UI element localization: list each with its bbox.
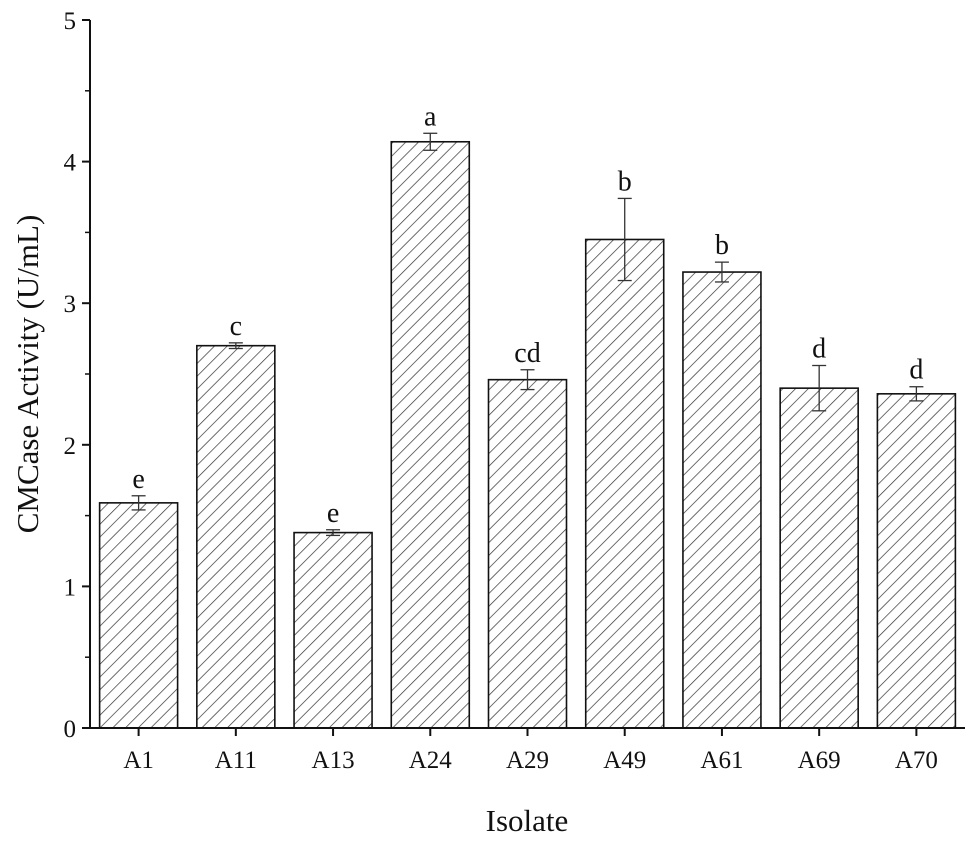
x-tick-label-a29: A29 (506, 747, 549, 774)
error-bar-a13 (326, 529, 341, 537)
error-bar-a70 (909, 386, 924, 402)
bar-a49 (584, 238, 665, 729)
x-tick-label-a69: A69 (798, 747, 841, 774)
x-tick-label-a13: A13 (312, 747, 355, 774)
bar-a70 (876, 393, 957, 729)
bars-layer (98, 140, 957, 729)
error-bars-layer (131, 132, 924, 537)
y-ticks: 0 1 2 3 4 5 (64, 8, 90, 743)
bar-a1 (98, 502, 179, 729)
error-bar-a61 (714, 261, 729, 283)
bar-a29 (487, 378, 568, 729)
x-tick-label-a70: A70 (895, 747, 938, 774)
significance-letter-a11: c (230, 311, 242, 342)
bar-a13 (293, 531, 373, 729)
y-tick-label: 2 (64, 433, 77, 460)
significance-letter-a61: b (715, 230, 729, 261)
error-bar-a1 (131, 495, 146, 511)
error-bar-a49 (617, 197, 632, 282)
error-bar-a24 (423, 132, 438, 151)
y-tick-label: 5 (64, 8, 77, 35)
x-tick-label-a49: A49 (603, 747, 646, 774)
significance-letters-layer: e c e a cd b b d d (132, 101, 923, 528)
x-ticks: A1 A11 A13 A24 A29 A49 A61 A69 A70 (123, 728, 938, 774)
x-axis-title: Isolate (486, 803, 569, 838)
error-bar-a29 (520, 369, 535, 391)
significance-letter-a70: d (909, 355, 923, 386)
bar-a24 (390, 140, 471, 729)
significance-letter-a1: e (132, 464, 144, 495)
significance-letter-a13: e (327, 498, 339, 529)
y-tick-label: 3 (64, 291, 77, 318)
bar-a11 (196, 344, 276, 729)
y-tick-label: 0 (64, 716, 77, 743)
significance-letter-a24: a (424, 101, 437, 132)
y-tick-label: 1 (64, 574, 77, 601)
x-tick-label-a24: A24 (409, 747, 453, 774)
x-tick-label-a1: A1 (123, 747, 154, 774)
significance-letter-a29: cd (514, 338, 540, 369)
significance-letter-a69: d (812, 334, 826, 365)
bar-a61 (682, 271, 762, 729)
bar-a69 (779, 387, 859, 729)
x-tick-label-a61: A61 (700, 747, 743, 774)
significance-letter-a49: b (618, 166, 632, 197)
y-tick-label: 4 (64, 150, 77, 177)
error-bar-a69 (812, 364, 827, 412)
x-tick-label-a11: A11 (215, 747, 257, 774)
error-bar-a11 (228, 342, 243, 350)
y-axis-title: CMCase Activity (U/mL) (10, 215, 45, 534)
